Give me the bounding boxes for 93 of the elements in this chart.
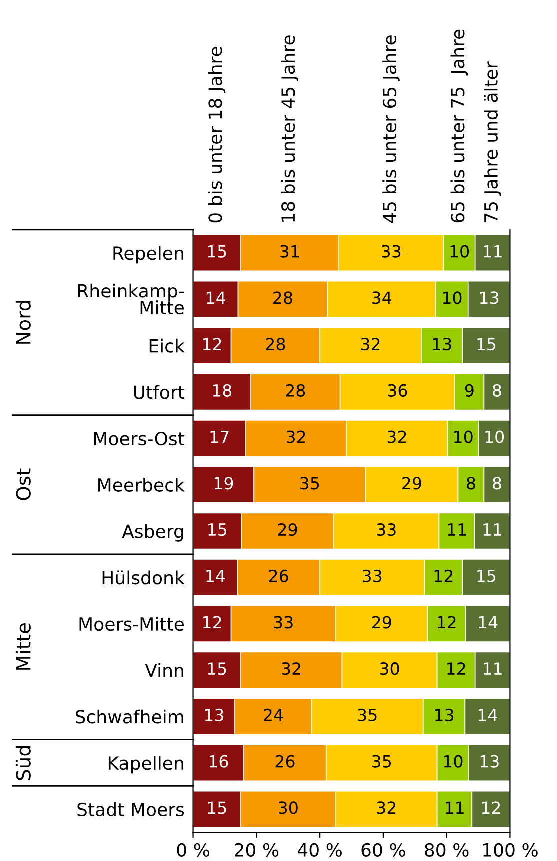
data-label: 35 (372, 755, 391, 768)
data-label: 32 (361, 338, 380, 351)
data-label: 15 (478, 570, 496, 582)
data-label: 32 (282, 662, 300, 676)
data-label: 10 (443, 292, 462, 304)
data-label: 19 (214, 477, 234, 490)
text: Mitte (16, 623, 31, 670)
data-label: 29 (372, 616, 392, 629)
data-label: 11 (448, 524, 466, 536)
y-tick-label: Moers-Mitte (80, 617, 184, 632)
data-label: 28 (286, 384, 306, 397)
data-label: 12 (448, 662, 466, 675)
data-label: 31 (280, 245, 300, 258)
data-label: 34 (372, 292, 392, 304)
text: 0 bis unter 18 Jahre (208, 47, 226, 223)
data-label: 15 (208, 802, 226, 814)
text: 45 bis unter 65 Jahre (382, 36, 400, 223)
text: 65 bis unter 75 Jahre (450, 30, 468, 223)
text: Ost (16, 468, 31, 500)
x-tick-label: 40 % (298, 843, 342, 857)
y-tick-label: Kapellen (108, 756, 184, 774)
data-label: 12 (204, 338, 222, 350)
data-label: 10 (486, 430, 504, 444)
x-tick-label: 100 % (484, 843, 538, 857)
y-tick-label: Utfort (134, 385, 185, 400)
data-label: 26 (269, 570, 288, 582)
data-label: 29 (402, 477, 422, 490)
data-label: 24 (264, 708, 284, 722)
data-label: 15 (478, 338, 496, 351)
data-label: 12 (482, 802, 500, 814)
data-label: 35 (358, 708, 377, 722)
y-tick-label: Repelen (114, 246, 184, 264)
text: Nord (16, 301, 31, 344)
data-label: 14 (206, 570, 226, 582)
data-label: 16 (210, 755, 228, 768)
y-tick-label: Stadt Moers (78, 802, 184, 817)
data-label: 12 (204, 616, 222, 629)
data-label: 8 (467, 477, 476, 490)
data-label: 33 (377, 523, 396, 536)
data-label: 28 (274, 292, 292, 304)
data-label: 14 (478, 709, 498, 722)
data-label: 26 (276, 755, 295, 768)
data-label: 32 (377, 802, 396, 814)
data-label: 12 (434, 570, 453, 582)
data-label: 8 (493, 384, 502, 397)
y-tick-label: Rheinkamp- Mitte (78, 284, 184, 315)
data-label: 30 (380, 662, 400, 676)
data-label: 13 (480, 292, 499, 304)
data-label: 8 (493, 477, 502, 490)
data-label: 13 (480, 755, 499, 768)
data-label: 15 (208, 524, 227, 536)
data-label: 32 (286, 430, 306, 444)
y-tick-label: Hülsdonk (102, 570, 185, 585)
data-label: 10 (444, 755, 463, 768)
data-label: 32 (388, 430, 406, 444)
y-tick-label: Eick (150, 338, 185, 353)
y-tick-label: Asberg (122, 524, 184, 542)
text: Süd (16, 746, 31, 780)
data-label: 12 (438, 616, 456, 629)
x-tick-label: 80 % (425, 843, 469, 857)
data-label: 13 (433, 338, 452, 351)
x-tick-label: 0 % (177, 843, 210, 857)
x-tick-label: 20 % (235, 843, 279, 857)
data-label: 28 (266, 338, 286, 351)
data-label: 14 (207, 292, 226, 304)
text: 75 Jahre und älter (484, 62, 502, 222)
data-label: 30 (279, 802, 298, 814)
data-label: 33 (274, 616, 293, 629)
data-label: 33 (363, 570, 382, 582)
data-label: 36 (388, 384, 408, 397)
data-label: 11 (484, 662, 502, 675)
y-tick-label: Schwafheim (76, 710, 184, 724)
data-label: 13 (205, 708, 224, 722)
y-tick-label: Meerbeck (98, 478, 185, 492)
data-label: 13 (436, 708, 454, 722)
data-label: 9 (465, 384, 474, 397)
data-label: 35 (300, 477, 320, 490)
data-label: 18 (213, 384, 232, 397)
data-label: 10 (454, 430, 473, 444)
x-tick-label: 60 % (362, 843, 406, 857)
y-tick-label: Moers-Ost (94, 432, 185, 446)
data-label: 29 (278, 523, 298, 536)
data-label: 15 (208, 662, 226, 676)
data-label: 33 (382, 245, 401, 258)
data-label: 17 (210, 430, 229, 444)
data-label: 11 (484, 524, 502, 536)
data-label: 11 (446, 802, 464, 814)
data-label: 15 (208, 246, 226, 258)
data-label: 11 (484, 246, 502, 258)
text: 18 bis unter 45 Jahre (281, 36, 299, 222)
y-tick-label: Vinn (145, 663, 184, 678)
data-label: 14 (479, 616, 498, 629)
data-label: 10 (450, 245, 469, 258)
